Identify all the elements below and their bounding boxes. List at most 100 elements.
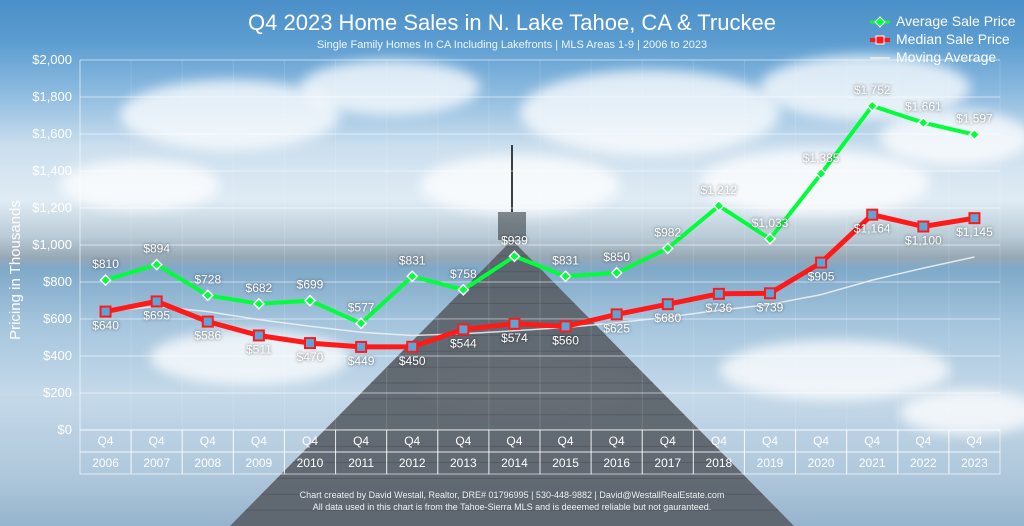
svg-text:2016: 2016 <box>603 456 630 470</box>
svg-text:2006: 2006 <box>92 456 119 470</box>
svg-text:$2,000: $2,000 <box>32 52 72 67</box>
svg-text:$200: $200 <box>43 385 72 400</box>
median-label: $625 <box>603 321 630 335</box>
footer-credits: Chart created by David Westall, Realtor,… <box>300 490 725 512</box>
svg-text:Q4: Q4 <box>762 434 778 448</box>
median-point <box>152 296 162 306</box>
svg-text:Q4: Q4 <box>455 434 471 448</box>
svg-text:2021: 2021 <box>859 456 886 470</box>
median-point <box>867 210 877 220</box>
median-label: $640 <box>92 319 119 333</box>
avg-point <box>254 299 264 309</box>
svg-text:2023: 2023 <box>961 456 988 470</box>
legend-label: Moving Average <box>896 49 996 65</box>
avg-point <box>101 275 111 285</box>
legend: Average Sale Price Median Sale Price Movin… <box>870 13 1016 65</box>
median-label: $1,145 <box>956 225 993 239</box>
y-axis: $0$200$400$600$800$1,000$1,200$1,400$1,6… <box>32 52 72 437</box>
svg-text:Q4: Q4 <box>200 434 216 448</box>
svg-text:$1,400: $1,400 <box>32 163 72 178</box>
footer-line: All data used in this chart is from the … <box>313 502 712 512</box>
chart-stage: Q4 2023 Home Sales in N. Lake Tahoe, CA … <box>0 0 1024 526</box>
svg-text:Q4: Q4 <box>302 434 318 448</box>
median-point <box>203 317 213 327</box>
avg-label: $1,752 <box>854 83 891 97</box>
svg-text:2009: 2009 <box>246 456 273 470</box>
median-point <box>458 324 468 334</box>
svg-text:Q4: Q4 <box>966 434 982 448</box>
svg-text:Q4: Q4 <box>558 434 574 448</box>
svg-text:Q4: Q4 <box>660 434 676 448</box>
svg-text:2020: 2020 <box>808 456 835 470</box>
median-label: $695 <box>143 308 170 322</box>
avg-label: $728 <box>194 272 221 286</box>
avg-label: $850 <box>603 250 630 264</box>
svg-text:2014: 2014 <box>501 456 528 470</box>
avg-label: $699 <box>297 278 324 292</box>
svg-text:Q4: Q4 <box>711 434 727 448</box>
avg-label: $1,661 <box>905 100 942 114</box>
line-chart: Q4 2023 Home Sales in N. Lake Tahoe, CA … <box>0 0 1024 526</box>
avg-label: $1,033 <box>752 216 789 230</box>
avg-label: $1,385 <box>803 151 840 165</box>
svg-text:Q4: Q4 <box>609 434 625 448</box>
median-label: $449 <box>348 354 375 368</box>
median-label: $544 <box>450 336 477 350</box>
avg-label: $758 <box>450 267 477 281</box>
svg-text:2007: 2007 <box>143 456 170 470</box>
median-point <box>356 342 366 352</box>
svg-text:2013: 2013 <box>450 456 477 470</box>
median-label: $739 <box>757 300 784 314</box>
y-axis-title: Pricing in Thousands <box>7 200 24 340</box>
svg-text:Q4: Q4 <box>404 434 420 448</box>
svg-text:Q4: Q4 <box>353 434 369 448</box>
median-label: $736 <box>706 301 733 315</box>
median-label: $905 <box>808 270 835 284</box>
svg-text:2015: 2015 <box>552 456 579 470</box>
median-label: $450 <box>399 354 426 368</box>
avg-label: $1,212 <box>701 183 738 197</box>
avg-label: $894 <box>143 242 170 256</box>
avg-label: $939 <box>501 233 528 247</box>
avg-label: $1,597 <box>956 112 993 126</box>
avg-label: $682 <box>246 281 273 295</box>
x-axis: Q42006Q42007Q42008Q42009Q42010Q42011Q420… <box>80 430 1000 474</box>
chart-title: Q4 2023 Home Sales in N. Lake Tahoe, CA … <box>248 10 776 35</box>
svg-text:2008: 2008 <box>194 456 221 470</box>
median-point <box>969 213 979 223</box>
median-point <box>918 222 928 232</box>
median-label: $511 <box>246 342 272 356</box>
avg-label: $982 <box>654 225 681 239</box>
avg-label: $577 <box>348 300 375 314</box>
avg-label: $810 <box>92 257 119 271</box>
median-label: $574 <box>501 331 528 345</box>
median-label: $1,164 <box>854 222 891 236</box>
median-point <box>305 338 315 348</box>
median-label: $470 <box>297 350 324 364</box>
median-label: $586 <box>194 329 221 343</box>
svg-text:Q4: Q4 <box>149 434 165 448</box>
median-point <box>663 299 673 309</box>
median-point <box>612 309 622 319</box>
svg-text:$1,000: $1,000 <box>32 237 72 252</box>
avg-point <box>918 118 928 128</box>
legend-label: Average Sale Price <box>896 13 1016 29</box>
median-label: $1,100 <box>905 234 942 248</box>
svg-text:2019: 2019 <box>757 456 784 470</box>
svg-text:Q4: Q4 <box>864 434 880 448</box>
svg-text:$1,800: $1,800 <box>32 89 72 104</box>
median-point <box>101 307 111 317</box>
svg-text:Q4: Q4 <box>251 434 267 448</box>
legend-label: Median Sale Price <box>896 31 1010 47</box>
svg-text:Q4: Q4 <box>98 434 114 448</box>
chart-subtitle: Single Family Homes In CA Including Lake… <box>317 39 707 51</box>
median-label: $680 <box>654 311 681 325</box>
svg-text:2012: 2012 <box>399 456 426 470</box>
median-label: $560 <box>552 333 579 347</box>
svg-text:2010: 2010 <box>297 456 324 470</box>
median-point <box>254 330 264 340</box>
svg-text:$400: $400 <box>43 348 72 363</box>
svg-text:$1,200: $1,200 <box>32 200 72 215</box>
svg-text:$0: $0 <box>58 422 72 437</box>
svg-text:$1,600: $1,600 <box>32 126 72 141</box>
